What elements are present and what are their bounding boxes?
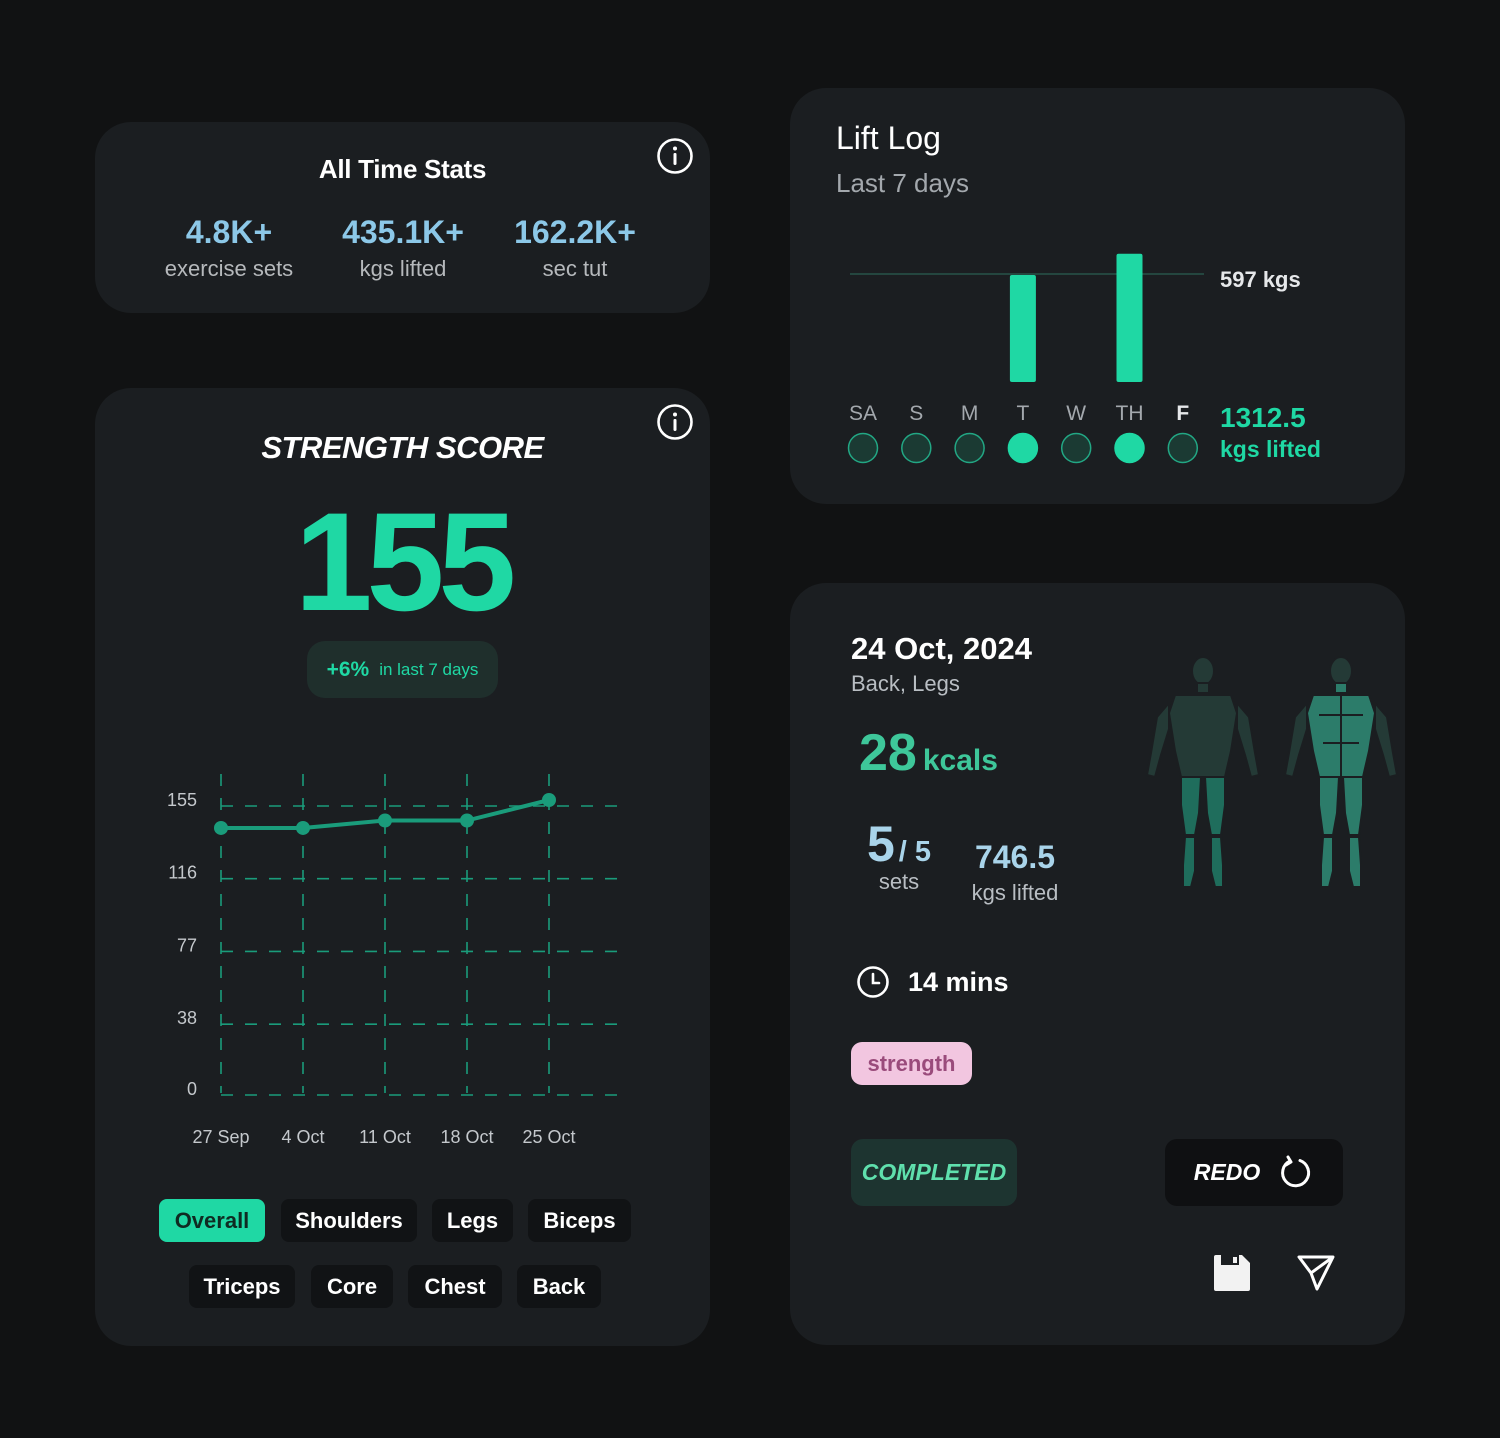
info-icon[interactable] <box>656 403 694 441</box>
x-tick-label: 27 Sep <box>192 1127 249 1147</box>
y-tick-label: 77 <box>177 935 197 955</box>
workout-type-tag: strength <box>851 1042 972 1085</box>
filter-chip-shoulders[interactable]: Shoulders <box>281 1199 417 1242</box>
workout-date: 24 Oct, 2024 <box>851 631 1032 666</box>
lift-log-total-label: kgs lifted <box>1220 436 1321 462</box>
redo-icon <box>1281 1155 1311 1187</box>
day-label: T <box>1016 402 1029 425</box>
x-tick-label: 4 Oct <box>281 1127 324 1147</box>
bar <box>1009 275 1036 382</box>
score-point <box>214 820 228 835</box>
body-front-figure <box>1145 656 1261 888</box>
day-dot-active <box>1114 432 1145 464</box>
all-time-stats-title: All Time Stats <box>318 154 487 184</box>
stat-label: exercise sets <box>164 256 294 281</box>
completed-button[interactable]: COMPLETED <box>851 1139 1017 1206</box>
filter-chip-triceps[interactable]: Triceps <box>189 1265 295 1308</box>
y-tick-label: 155 <box>167 790 197 810</box>
sets-done: 5 <box>866 816 895 872</box>
stat-kgs-lifted: 435.1K+ kgs lifted <box>303 216 503 282</box>
y-tick-label: 116 <box>168 863 197 883</box>
score-change-period: in last 7 days <box>379 659 479 679</box>
filter-chip-legs[interactable]: Legs <box>432 1199 513 1242</box>
filter-chip-back[interactable]: Back <box>517 1265 601 1308</box>
lift-log-total-value: 1312.5 <box>1220 402 1306 433</box>
send-icon[interactable] <box>1295 1253 1337 1293</box>
y-tick-label: 0 <box>187 1079 197 1099</box>
body-back-figure <box>1283 656 1399 888</box>
sets-total: / 5 <box>898 836 932 868</box>
redo-button-label: REDO <box>1193 1159 1261 1185</box>
stat-exercise-sets: 4.8K+ exercise sets <box>129 216 329 282</box>
clock-icon <box>857 966 889 998</box>
workout-muscle-groups: Back, Legs <box>851 671 960 696</box>
day-label: S <box>909 402 923 425</box>
stat-value: 162.2K+ <box>514 214 636 250</box>
info-icon[interactable] <box>656 137 694 175</box>
score-change-percent: +6% <box>326 657 370 681</box>
score-point <box>296 820 310 835</box>
day-dot <box>847 432 879 464</box>
score-point <box>460 813 474 828</box>
lift-log-title: Lift Log <box>836 120 941 156</box>
calories-value: 28 <box>859 724 917 782</box>
score-point <box>542 793 556 807</box>
lift-log-card: Lift Log Last 7 days 597 kgs SA S M T W TH F 13… <box>790 88 1405 504</box>
y-tick-label: 38 <box>177 1008 197 1028</box>
day-label: TH <box>1116 402 1144 425</box>
day-dot <box>901 432 932 464</box>
sets-summary: 5/ 5 sets <box>851 815 947 895</box>
strength-line-chart: 27 Sep 4 Oct 11 Oct 18 Oct 25 Oct 0 38 77 116 155 <box>167 774 617 1147</box>
day-label: SA <box>849 402 877 425</box>
score-change-badge: +6% in last 7 days <box>307 641 498 698</box>
stat-sec-tut: 162.2K+ sec tut <box>475 216 675 282</box>
day-dot-active <box>1007 432 1039 464</box>
workout-kgs-summary: 746.5 kgs lifted <box>960 839 1070 906</box>
calories-unit: kcals <box>922 744 998 777</box>
filter-chip-biceps[interactable]: Biceps <box>528 1199 631 1242</box>
stat-value: 4.8K+ <box>185 214 273 250</box>
workout-summary-card[interactable]: 24 Oct, 2024 Back, Legs 28 kcals 5/ 5 set… <box>790 583 1405 1345</box>
day-label: F <box>1176 402 1189 425</box>
stat-value: 435.1K+ <box>342 214 464 250</box>
day-label: W <box>1066 402 1086 425</box>
workout-duration-text: 14 mins <box>908 966 1009 997</box>
strength-score-card: STRENGTH SCORE 155 +6% in last 7 days 27… <box>95 388 710 1346</box>
filter-chip-chest[interactable]: Chest <box>408 1265 502 1308</box>
day-label: M <box>961 402 979 425</box>
x-tick-label: 18 Oct <box>440 1127 493 1147</box>
calories: 28 kcals <box>859 723 998 783</box>
stat-label: kgs lifted <box>359 256 447 281</box>
lift-log-subtitle: Last 7 days <box>836 168 969 198</box>
reference-line-label: 597 kgs <box>1220 267 1301 292</box>
filter-chip-overall[interactable]: Overall <box>159 1199 265 1242</box>
x-tick-label: 11 Oct <box>359 1127 411 1147</box>
sets-label: sets <box>878 869 920 894</box>
workout-kgs-label: kgs lifted <box>971 880 1059 905</box>
bar <box>1116 253 1143 382</box>
strength-score-title: STRENGTH SCORE <box>261 430 544 465</box>
x-tick-label: 25 Oct <box>522 1127 575 1147</box>
muscle-map <box>1145 656 1399 888</box>
lift-log-bar-chart: 597 kgs SA S M T W TH F <box>847 253 1301 464</box>
day-dot <box>1167 432 1199 464</box>
save-icon[interactable] <box>1212 1253 1252 1293</box>
redo-button[interactable]: REDO <box>1165 1139 1343 1206</box>
workout-duration: 14 mins <box>856 965 1009 999</box>
stat-label: sec tut <box>542 256 608 281</box>
day-dot <box>1060 432 1092 464</box>
workout-kgs-value: 746.5 <box>974 839 1056 875</box>
score-point <box>378 813 392 828</box>
all-time-stats-card: All Time Stats 4.8K+ exercise sets 435.1… <box>95 122 710 313</box>
filter-chip-core[interactable]: Core <box>311 1265 393 1308</box>
strength-score-value: 155 <box>294 483 517 640</box>
day-dot <box>954 432 985 464</box>
